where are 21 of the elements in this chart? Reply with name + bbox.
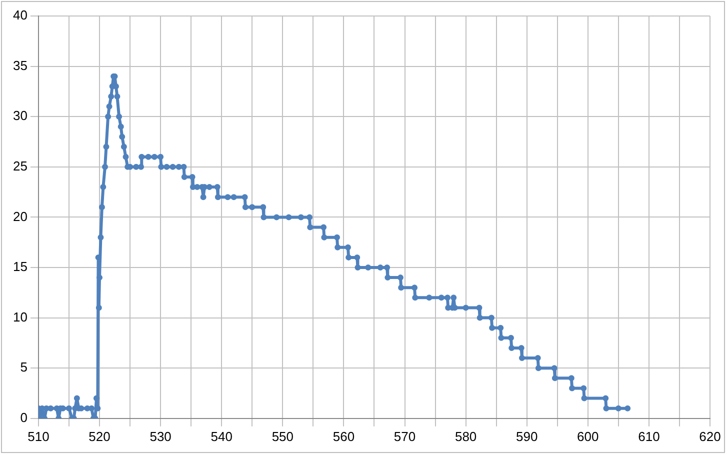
y-tick-label: 0	[20, 410, 28, 425]
x-tick-label: 560	[332, 428, 355, 444]
x-tick-label: 540	[210, 428, 232, 444]
y-tick-label: 15	[12, 259, 28, 274]
x-tick-label: 570	[394, 428, 416, 444]
x-tick-label: 600	[577, 428, 599, 444]
y-tick-label: 40	[12, 8, 28, 23]
x-tick-label: 590	[516, 428, 538, 444]
x-tick-label: 620	[699, 428, 721, 444]
y-tick-label: 20	[12, 208, 28, 224]
x-tick-label: 550	[272, 428, 294, 444]
x-tick-label: 520	[88, 428, 110, 444]
y-tick-label: 30	[12, 108, 28, 124]
y-tick-label: 5	[20, 360, 28, 375]
y-tick-label: 25	[12, 158, 28, 174]
x-tick-label: 510	[28, 428, 50, 444]
x-tick-label: 530	[150, 428, 172, 444]
x-tick-label: 610	[638, 428, 660, 444]
y-tick-label: 35	[12, 58, 28, 73]
x-tick-label: 580	[454, 428, 477, 444]
y-tick-label: 10	[12, 309, 28, 324]
